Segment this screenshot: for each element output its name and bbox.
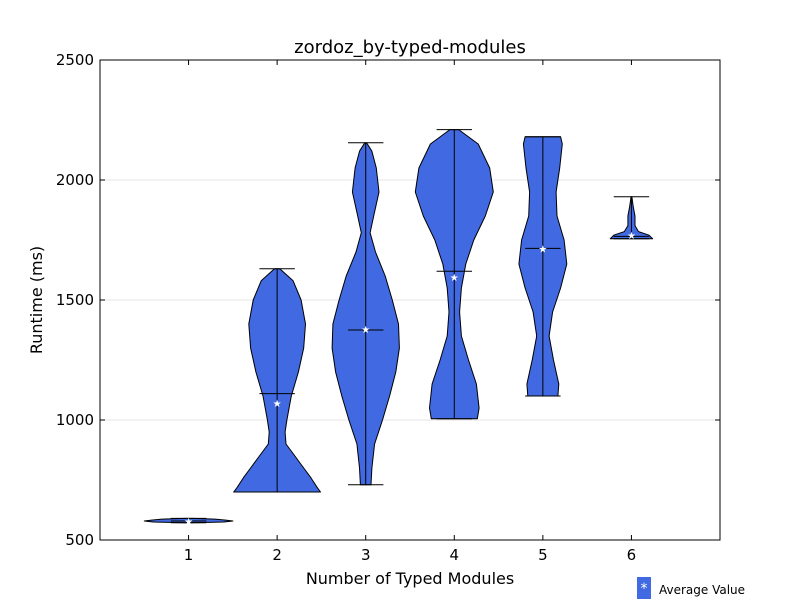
violin-mean-star: ★ (450, 273, 459, 284)
violin-mean-star: ★ (184, 517, 193, 528)
x-tick-label: 6 (627, 546, 637, 564)
violin-mean-star: ★ (361, 325, 370, 336)
violin-mean-star: ★ (273, 399, 282, 410)
y-tick-label: 2500 (56, 51, 94, 69)
y-tick-label: 1500 (56, 291, 94, 309)
y-axis-label: Runtime (ms) (27, 246, 46, 354)
gridlines (100, 179, 720, 421)
x-tick-label: 4 (450, 546, 460, 564)
legend-star-icon: * (641, 581, 648, 597)
legend: * Average Value (637, 577, 745, 599)
x-tick-label: 5 (538, 546, 548, 564)
violin-mean-star: ★ (538, 244, 547, 255)
x-tick-label: 2 (272, 546, 282, 564)
violins: ★ ★ ★ ★ ★ ★ (143, 129, 654, 528)
x-axis-label: Number of Typed Modules (306, 569, 514, 588)
legend-label: Average Value (659, 583, 745, 597)
chart-title: zordoz_by-typed-modules (294, 37, 526, 58)
violin-mean-star: ★ (627, 231, 636, 242)
y-tick-label: 2000 (56, 171, 94, 189)
x-tick-label: 3 (361, 546, 371, 564)
legend-swatch (637, 577, 651, 599)
y-tick-label: 500 (65, 531, 94, 549)
y-tick-label: 1000 (56, 411, 94, 429)
axis-ticks: 500 1000 1500 2000 2500 1 2 3 4 5 6 (56, 51, 720, 564)
x-tick-label: 1 (184, 546, 194, 564)
